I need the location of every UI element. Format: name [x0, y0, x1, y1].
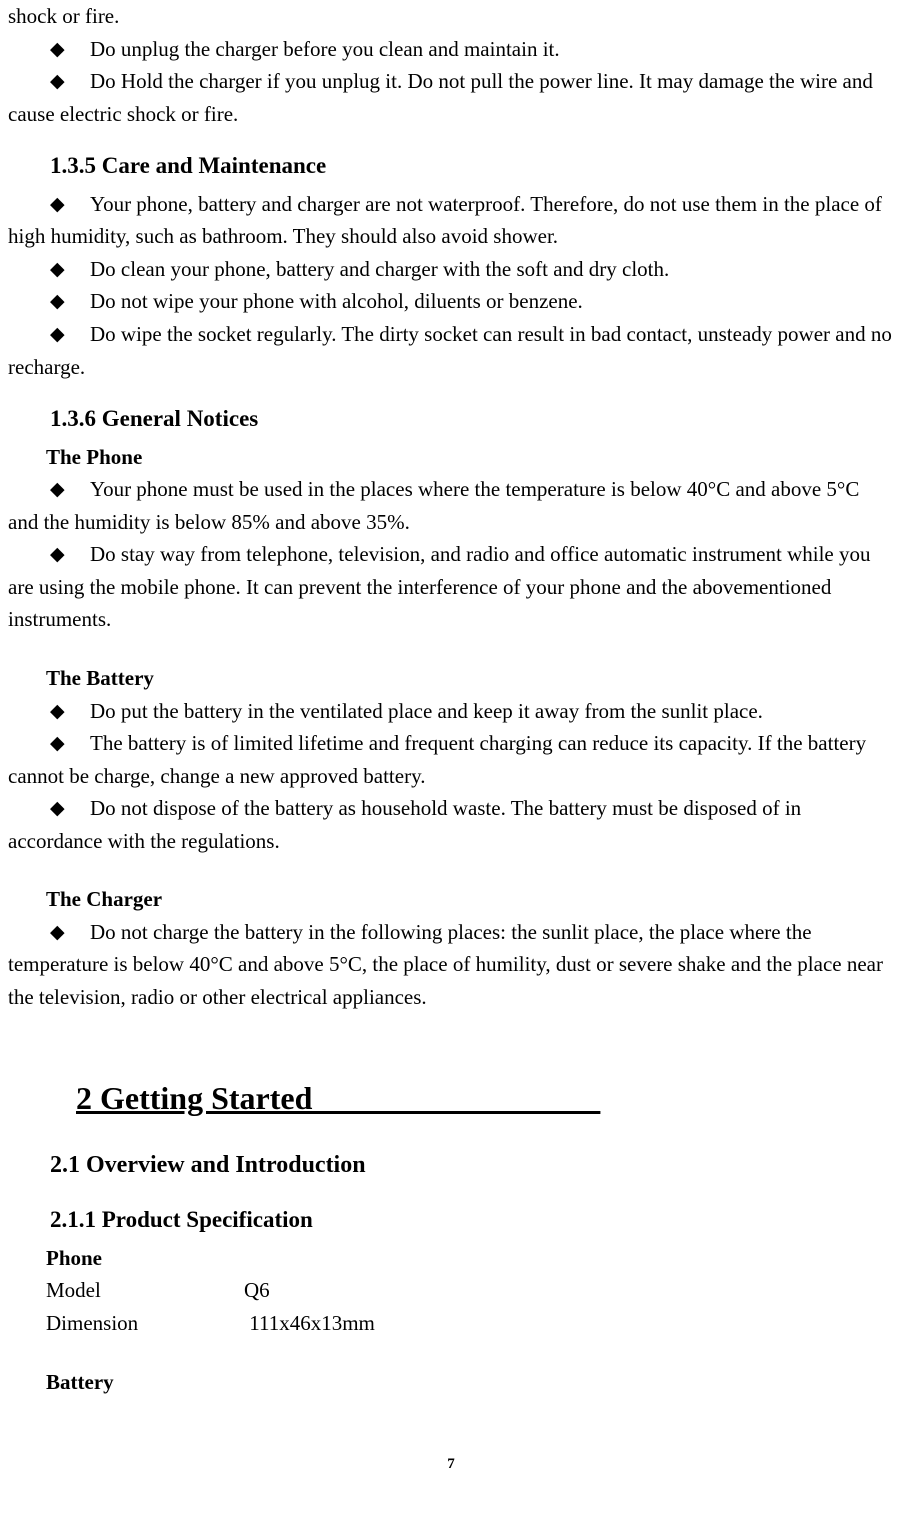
- bullet-text: Do unplug the charger before you clean a…: [90, 37, 560, 61]
- diamond-icon: ◆: [50, 287, 90, 316]
- bullet-text: Do put the battery in the ventilated pla…: [90, 699, 763, 723]
- diamond-icon: ◆: [50, 190, 90, 219]
- bullet-item: ◆Do unplug the charger before you clean …: [8, 33, 894, 66]
- spec-row-dimension: Dimension 111x46x13mm: [8, 1307, 894, 1340]
- bullet-text: Do not charge the battery in the followi…: [8, 920, 883, 1009]
- page-number: 7: [8, 1453, 894, 1476]
- diamond-icon: ◆: [50, 794, 90, 823]
- spec-row-model: ModelQ6: [8, 1274, 894, 1307]
- bullet-item: ◆Your phone must be used in the places w…: [8, 473, 894, 538]
- chapter-heading: 2 Getting Started: [76, 1080, 600, 1116]
- chapter-heading-wrap: 2 Getting Started: [8, 1074, 894, 1124]
- diamond-icon: ◆: [50, 67, 90, 96]
- section-heading-136: 1.3.6 General Notices: [8, 401, 894, 437]
- diamond-icon: ◆: [50, 918, 90, 947]
- spec-battery-title: Battery: [8, 1366, 894, 1399]
- bullet-item: ◆Do Hold the charger if you unplug it. D…: [8, 65, 894, 130]
- fragment-line: shock or fire.: [8, 0, 894, 33]
- bullet-item: ◆Do not charge the battery in the follow…: [8, 916, 894, 1014]
- bullet-text: Do stay way from telephone, television, …: [8, 542, 871, 631]
- diamond-icon: ◆: [50, 729, 90, 758]
- bullet-text: Your phone must be used in the places wh…: [8, 477, 859, 534]
- bullet-item: ◆Do stay way from telephone, television,…: [8, 538, 894, 636]
- spec-label: Dimension: [46, 1307, 244, 1340]
- bullet-item: ◆Your phone, battery and charger are not…: [8, 188, 894, 253]
- page-content: shock or fire. ◆Do unplug the charger be…: [0, 0, 902, 1516]
- bullet-item: ◆Do wipe the socket regularly. The dirty…: [8, 318, 894, 383]
- diamond-icon: ◆: [50, 35, 90, 64]
- bullet-text: Do Hold the charger if you unplug it. Do…: [8, 69, 873, 126]
- section-heading-21: 2.1 Overview and Introduction: [8, 1147, 894, 1184]
- subheading-charger: The Charger: [8, 883, 894, 916]
- bullet-text: Do clean your phone, battery and charger…: [90, 257, 669, 281]
- subheading-phone: The Phone: [8, 441, 894, 474]
- spec-label: Model: [46, 1274, 244, 1307]
- spec-value: Q6: [244, 1278, 270, 1302]
- bullet-text: Do wipe the socket regularly. The dirty …: [8, 322, 892, 379]
- bullet-item: ◆Do not dispose of the battery as househ…: [8, 792, 894, 857]
- bullet-text: Do not wipe your phone with alcohol, dil…: [90, 289, 583, 313]
- section-heading-135: 1.3.5 Care and Maintenance: [8, 148, 894, 184]
- section-heading-211: 2.1.1 Product Specification: [8, 1202, 894, 1238]
- diamond-icon: ◆: [50, 475, 90, 504]
- subheading-battery: The Battery: [8, 662, 894, 695]
- spec-value: 111x46x13mm: [244, 1311, 375, 1335]
- spec-phone-title: Phone: [8, 1242, 894, 1275]
- bullet-item: ◆Do put the battery in the ventilated pl…: [8, 695, 894, 728]
- diamond-icon: ◆: [50, 320, 90, 349]
- bullet-item: ◆The battery is of limited lifetime and …: [8, 727, 894, 792]
- diamond-icon: ◆: [50, 255, 90, 284]
- bullet-text: Your phone, battery and charger are not …: [8, 192, 882, 249]
- bullet-item: ◆Do clean your phone, battery and charge…: [8, 253, 894, 286]
- bullet-text: Do not dispose of the battery as househo…: [8, 796, 801, 853]
- diamond-icon: ◆: [50, 697, 90, 726]
- bullet-text: The battery is of limited lifetime and f…: [8, 731, 866, 788]
- diamond-icon: ◆: [50, 540, 90, 569]
- bullet-item: ◆Do not wipe your phone with alcohol, di…: [8, 285, 894, 318]
